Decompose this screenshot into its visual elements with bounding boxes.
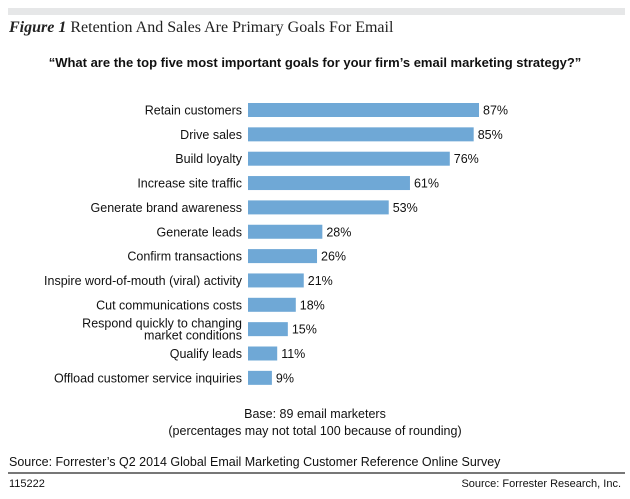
data-label: 28% xyxy=(326,225,351,239)
data-label: 26% xyxy=(321,250,346,264)
data-label: 11% xyxy=(281,347,305,361)
bar xyxy=(248,200,389,215)
bar xyxy=(248,273,304,288)
figure-title: Figure 1 Retention And Sales Are Primary… xyxy=(9,19,393,37)
category-label: Retain customers xyxy=(145,104,242,118)
base-text: Base: 89 email marketers xyxy=(244,407,386,421)
data-label: 61% xyxy=(414,177,439,191)
bar xyxy=(248,224,323,239)
bar xyxy=(248,322,288,337)
survey-question: “What are the top five most important go… xyxy=(48,55,582,70)
category-label: Respond quickly to changing xyxy=(82,317,242,331)
footer-rule xyxy=(8,472,625,474)
bar xyxy=(248,297,296,312)
bar xyxy=(248,370,272,385)
figure-id: 115222 xyxy=(9,478,45,490)
figure-label: Figure 1 xyxy=(9,19,67,36)
data-label: 18% xyxy=(300,298,325,312)
bar xyxy=(248,127,474,142)
data-label: 9% xyxy=(276,371,294,385)
data-label: 76% xyxy=(454,152,479,166)
category-label: market conditions xyxy=(144,329,242,343)
category-label: Generate leads xyxy=(157,225,242,239)
data-label: 15% xyxy=(292,323,317,337)
bar xyxy=(248,249,318,264)
top-rule xyxy=(8,8,625,15)
data-label: 87% xyxy=(483,104,508,118)
category-label: Drive sales xyxy=(180,128,242,142)
data-label: 21% xyxy=(308,274,333,288)
category-label: Build loyalty xyxy=(175,152,242,166)
category-label: Qualify leads xyxy=(170,347,242,361)
bar xyxy=(248,176,410,191)
data-label: 85% xyxy=(478,128,503,142)
source-note: Source: Forrester’s Q2 2014 Global Email… xyxy=(9,455,501,469)
footer-source: Source: Forrester Research, Inc. xyxy=(461,478,621,490)
category-label: Cut communications costs xyxy=(96,298,242,312)
category-label: Increase site traffic xyxy=(137,177,242,191)
bar xyxy=(248,103,479,117)
bar xyxy=(248,151,450,166)
data-label: 53% xyxy=(393,201,418,215)
bar xyxy=(248,346,278,361)
base-note: Base: 89 email marketers (percentages ma… xyxy=(0,406,630,440)
category-label: Generate brand awareness xyxy=(91,201,242,215)
rounding-note: (percentages may not total 100 because o… xyxy=(168,424,462,438)
category-label: Offload customer service inquiries xyxy=(54,371,242,385)
category-label: Inspire word-of-mouth (viral) activity xyxy=(44,274,243,288)
category-label: Confirm transactions xyxy=(127,250,242,264)
figure-title-text: Retention And Sales Are Primary Goals Fo… xyxy=(70,19,394,36)
